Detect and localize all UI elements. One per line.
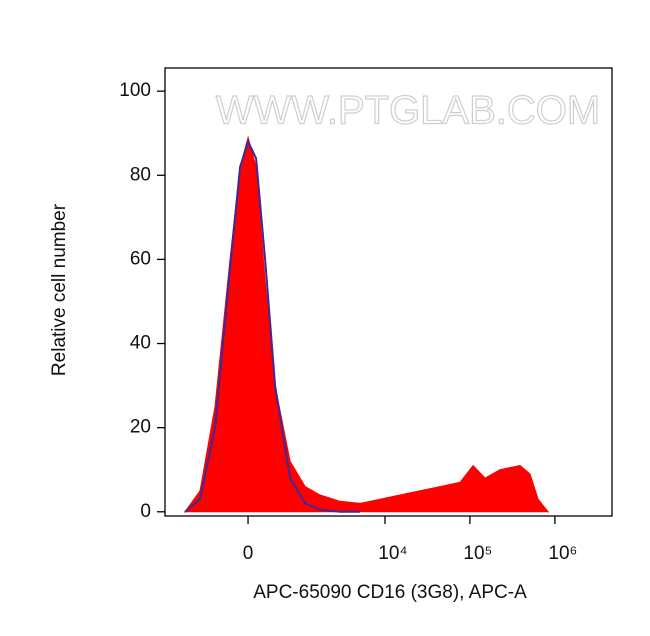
- y-tick-label: 40: [130, 333, 151, 354]
- y-axis-label: Relative cell number: [49, 203, 70, 376]
- x-tick-label: 10⁵: [463, 543, 492, 564]
- y-tick-label: 20: [130, 417, 151, 438]
- x-tick-label: 10⁶: [548, 543, 577, 564]
- y-tick-label: 60: [130, 248, 151, 269]
- watermark: WWW.PTGLAB.COM: [216, 89, 600, 133]
- plot-frame: [164, 67, 613, 517]
- y-tick-label: 0: [140, 501, 151, 522]
- y-tick-label: 100: [119, 80, 151, 101]
- x-tick-label: 0: [243, 543, 254, 564]
- y-tick-label: 80: [130, 164, 151, 185]
- x-tick-label: 10⁴: [378, 543, 407, 564]
- x-axis-label: APC-65090 CD16 (3G8), APC-A: [253, 582, 527, 603]
- sample-histogram: [184, 135, 549, 514]
- control-histogram: [184, 138, 361, 513]
